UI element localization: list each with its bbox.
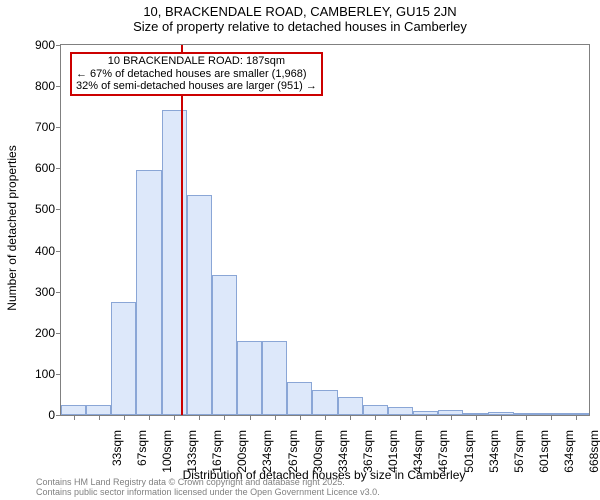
subject-marker-line xyxy=(181,45,183,415)
histogram-bar xyxy=(86,405,111,415)
x-tick-mark xyxy=(174,415,175,420)
histogram-bar xyxy=(338,397,363,416)
x-tick-mark xyxy=(325,415,326,420)
histogram-bar xyxy=(187,195,212,415)
footer-line1: Contains HM Land Registry data © Crown c… xyxy=(36,477,380,487)
y-tick-mark xyxy=(56,45,61,46)
y-tick-mark xyxy=(56,415,61,416)
histogram-bar xyxy=(61,405,86,415)
x-tick-mark xyxy=(551,415,552,420)
annotation-line: ← 67% of detached houses are smaller (1,… xyxy=(76,68,317,81)
y-tick-mark xyxy=(56,251,61,252)
y-tick-mark xyxy=(56,209,61,210)
x-tick-mark xyxy=(526,415,527,420)
x-tick-mark xyxy=(199,415,200,420)
y-tick-mark xyxy=(56,86,61,87)
chart-title-line2: Size of property relative to detached ho… xyxy=(0,19,600,34)
histogram-bar xyxy=(237,341,262,415)
histogram-bar xyxy=(111,302,136,415)
annotation-box: 10 BRACKENDALE ROAD: 187sqm← 67% of deta… xyxy=(70,52,323,96)
histogram-bar xyxy=(262,341,287,415)
annotation-line: 10 BRACKENDALE ROAD: 187sqm xyxy=(76,55,317,68)
histogram-plot: 010020030040050060070080090033sqm67sqm10… xyxy=(60,44,590,416)
chart-title: 10, BRACKENDALE ROAD, CAMBERLEY, GU15 2J… xyxy=(0,4,600,34)
x-tick-mark xyxy=(451,415,452,420)
x-tick-mark xyxy=(149,415,150,420)
y-tick-mark xyxy=(56,168,61,169)
x-tick-mark xyxy=(224,415,225,420)
x-tick-mark xyxy=(576,415,577,420)
histogram-bar xyxy=(212,275,237,415)
y-axis-title: Number of detached properties xyxy=(5,43,19,413)
histogram-bar xyxy=(312,390,337,415)
x-tick-mark xyxy=(476,415,477,420)
x-tick-mark xyxy=(426,415,427,420)
x-tick-mark xyxy=(400,415,401,420)
y-tick-mark xyxy=(56,374,61,375)
x-tick-mark xyxy=(250,415,251,420)
x-tick-mark xyxy=(99,415,100,420)
x-tick-label: 668sqm xyxy=(587,430,600,480)
x-tick-mark xyxy=(501,415,502,420)
chart-title-line1: 10, BRACKENDALE ROAD, CAMBERLEY, GU15 2J… xyxy=(0,4,600,19)
x-tick-mark xyxy=(124,415,125,420)
histogram-bar xyxy=(388,407,413,415)
y-tick-mark xyxy=(56,127,61,128)
x-tick-mark xyxy=(375,415,376,420)
x-tick-mark xyxy=(300,415,301,420)
histogram-bar xyxy=(136,170,161,415)
y-tick-mark xyxy=(56,333,61,334)
x-tick-mark xyxy=(350,415,351,420)
footer-line2: Contains public sector information licen… xyxy=(36,487,380,497)
annotation-line: 32% of semi-detached houses are larger (… xyxy=(76,80,317,93)
y-tick-mark xyxy=(56,292,61,293)
x-tick-mark xyxy=(74,415,75,420)
x-tick-mark xyxy=(275,415,276,420)
histogram-bar xyxy=(287,382,312,415)
histogram-bar xyxy=(363,405,388,415)
chart-footer: Contains HM Land Registry data © Crown c… xyxy=(36,477,380,497)
